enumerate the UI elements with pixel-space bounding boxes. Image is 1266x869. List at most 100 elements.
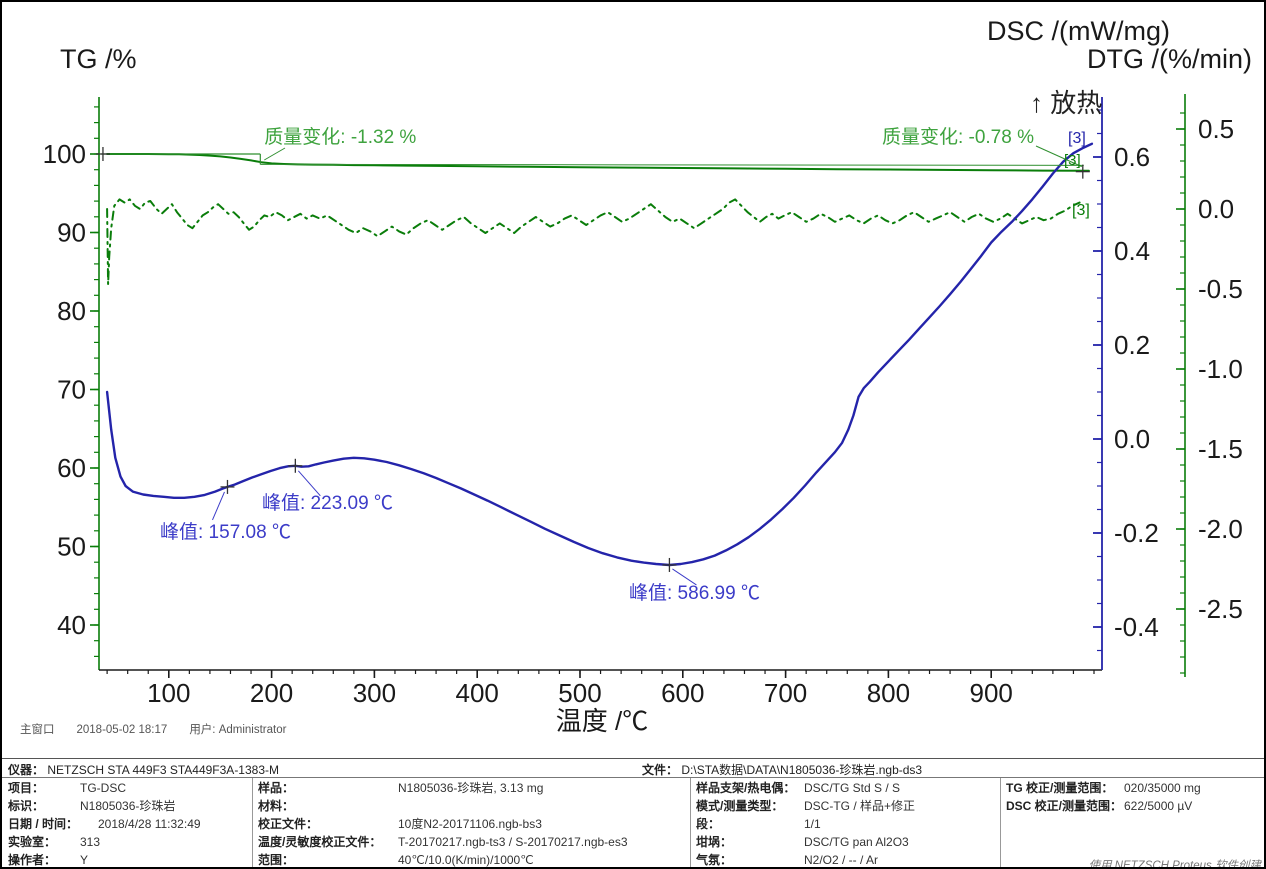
table-row: TG 校正/测量范围： 020/35000 mg bbox=[1006, 779, 1201, 797]
row-value: Y bbox=[80, 853, 89, 867]
row-label: 校正文件： bbox=[258, 817, 319, 831]
tg-tick-label: 50 bbox=[57, 532, 86, 562]
proteus-footer-note: 使用 NETZSCH Proteus 软件创建 bbox=[1088, 860, 1261, 869]
table-row: DSC 校正/测量范围： 622/5000 µV bbox=[1006, 797, 1201, 815]
row-value: 313 bbox=[80, 835, 101, 849]
row-value: DSC/TG Std S / S bbox=[804, 781, 901, 795]
table-vdivider-2 bbox=[690, 778, 691, 867]
row-value: 2018/4/28 11:32:49 bbox=[98, 817, 201, 831]
dsc-curve bbox=[105, 142, 1094, 567]
table-row: 项目： TG-DSC bbox=[8, 779, 201, 797]
x-tick-label: 200 bbox=[250, 678, 293, 708]
table-col3: 样品支架/热电偶： DSC/TG Std S / S 模式/测量类型： DSC-TG… bbox=[696, 779, 915, 867]
table-row: 操作者： Y bbox=[8, 851, 201, 867]
row-value: N1805036-珍珠岩, 3.13 mg bbox=[398, 781, 544, 795]
row-label: 段： bbox=[696, 817, 721, 831]
tg-curve-tag: [3] bbox=[1064, 152, 1081, 169]
dsc-axis-title: DSC /(mW/mg) bbox=[987, 16, 1170, 46]
file-cell: 文件： D:\STA数据\DATA\N1805036-珍珠岩.ngb-ds3 bbox=[642, 761, 922, 778]
row-label: 项目： bbox=[8, 781, 45, 795]
dtg-tick-label: -0.5 bbox=[1198, 274, 1243, 304]
table-row: 范围： 40℃/10.0(K/min)/1000℃ bbox=[258, 851, 628, 867]
row-label: 坩埚： bbox=[696, 835, 733, 849]
row-label: 温度/灵敏度校正文件： bbox=[258, 835, 382, 849]
dsc-tick-label: 0.6 bbox=[1114, 142, 1150, 172]
row-value: 622/5000 µV bbox=[1124, 799, 1193, 813]
table-row: 材料： bbox=[258, 797, 628, 815]
tg-tick-label: 90 bbox=[57, 218, 86, 248]
dsc-tick-label: -0.4 bbox=[1114, 612, 1159, 642]
table-col2: 样品： N1805036-珍珠岩, 3.13 mg 材料： 校正文件： 10度N2-… bbox=[258, 779, 628, 867]
table-row: 标识： N1805036-珍珠岩 bbox=[8, 797, 201, 815]
table-row: 段： 1/1 bbox=[696, 815, 915, 833]
row-label: 范围： bbox=[258, 853, 295, 867]
tg-axis-title: TG /% bbox=[60, 44, 137, 74]
x-tick-label: 500 bbox=[558, 678, 601, 708]
x-tick-label: 100 bbox=[147, 678, 190, 708]
table-row: 日期 / 时间： 2018/4/28 11:32:49 bbox=[8, 815, 201, 833]
tg-tick-label: 40 bbox=[57, 610, 86, 640]
mass-change-1-label: 质量变化: -1.32 % bbox=[264, 126, 416, 148]
dsc-peak-label: 峰值: 586.99 ℃ bbox=[629, 582, 760, 604]
tg-tick-label: 60 bbox=[57, 453, 86, 483]
row-value: 40℃/10.0(K/min)/1000℃ bbox=[398, 853, 534, 867]
row-value: 1/1 bbox=[804, 817, 821, 831]
row-value: N1805036-珍珠岩 bbox=[80, 799, 176, 813]
row-label: 日期 / 时间： bbox=[8, 817, 79, 831]
row-label: DSC 校正/测量范围： bbox=[1006, 799, 1123, 813]
row-value: 020/35000 mg bbox=[1124, 781, 1201, 795]
row-label: 样品： bbox=[258, 781, 295, 795]
mass-change-2-pointer bbox=[1035, 145, 1083, 168]
dtg-curve-tag: [3] bbox=[1072, 202, 1090, 219]
row-label: 样品支架/热电偶： bbox=[696, 781, 796, 795]
x-tick-label: 400 bbox=[456, 678, 499, 708]
dtg-tick-label: -1.5 bbox=[1198, 434, 1243, 464]
row-label: 材料： bbox=[258, 799, 295, 813]
row-label: 操作者： bbox=[8, 853, 57, 867]
thermal-analysis-chart: 100 90 80 70 60 50 40 100 200 300 400 500 600 700 800 9… bbox=[43, 16, 1252, 736]
row-value: T-20170217.ngb-ts3 / S-20170217.ngb-es3 bbox=[398, 835, 628, 849]
table-row: 实验室： 313 bbox=[8, 833, 201, 851]
instrument-label: 仪器： bbox=[8, 763, 45, 777]
file-value: D:\STA数据\DATA\N1805036-珍珠岩.ngb-ds3 bbox=[681, 763, 923, 777]
status-bar: 主窗口 2018-05-02 18:17 用户: Administrator bbox=[20, 721, 308, 737]
row-label: 实验室： bbox=[8, 835, 57, 849]
x-tick-label: 900 bbox=[970, 678, 1013, 708]
row-value: DSC/TG pan Al2O3 bbox=[804, 835, 909, 849]
table-top-border bbox=[2, 758, 1264, 759]
row-value: 10度N2-20171106.ngb-bs3 bbox=[398, 817, 542, 831]
dsc-tick-label: -0.2 bbox=[1114, 518, 1159, 548]
dsc-tick-label: 0.2 bbox=[1114, 330, 1150, 360]
dsc-curve-tag: [3] bbox=[1068, 130, 1086, 147]
x-tick-label: 800 bbox=[867, 678, 910, 708]
dsc-tick-label: 0.0 bbox=[1114, 424, 1150, 454]
exo-direction-label: ↑ 放热 bbox=[1030, 88, 1102, 118]
dtg-tick-label: 0.0 bbox=[1198, 194, 1234, 224]
row-label: 气氛： bbox=[696, 853, 733, 867]
tg-tick-label: 80 bbox=[57, 296, 86, 326]
row-label: 标识： bbox=[8, 799, 45, 813]
dsc-peak-pointer bbox=[297, 470, 321, 497]
dsc-peak-pointer bbox=[672, 568, 697, 586]
status-datetime: 2018-05-02 18:17 bbox=[76, 724, 168, 736]
row-label: 模式/测量类型： bbox=[696, 799, 784, 813]
instrument-cell: 仪器： NETZSCH STA 449F3 STA449F3A-1383-M bbox=[8, 761, 279, 778]
table-row: 校正文件： 10度N2-20171106.ngb-bs3 bbox=[258, 815, 628, 833]
x-tick-label: 600 bbox=[661, 678, 704, 708]
dtg-tick-label: -2.0 bbox=[1198, 514, 1243, 544]
table-row: 模式/测量类型： DSC-TG / 样品+修正 bbox=[696, 797, 915, 815]
row-label: TG 校正/测量范围： bbox=[1006, 781, 1114, 795]
x-tick-label: 300 bbox=[353, 678, 396, 708]
dsc-peak-label: 峰值: 223.09 ℃ bbox=[262, 492, 393, 514]
table-row: 样品： N1805036-珍珠岩, 3.13 mg bbox=[258, 779, 628, 797]
tg-curve bbox=[106, 153, 1090, 172]
tg-tick-label: 70 bbox=[57, 375, 86, 405]
dsc-peak-label: 峰值: 157.08 ℃ bbox=[160, 521, 291, 543]
dtg-tick-label: 0.5 bbox=[1198, 114, 1234, 144]
instrument-value: NETZSCH STA 449F3 STA449F3A-1383-M bbox=[47, 763, 279, 777]
table-col1: 项目： TG-DSC 标识： N1805036-珍珠岩 日期 / 时间： 2018/4… bbox=[8, 779, 201, 867]
row-value: DSC-TG / 样品+修正 bbox=[804, 799, 916, 813]
status-user: 用户: Administrator bbox=[189, 724, 287, 736]
mass-change-1-pointer bbox=[264, 147, 286, 161]
